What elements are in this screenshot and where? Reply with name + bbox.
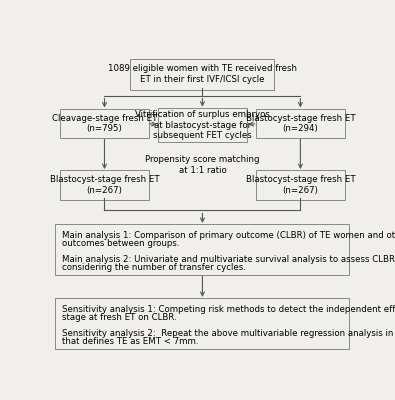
Text: Main analysis 2: Univariate and multivariate survival analysis to assess CLBR of: Main analysis 2: Univariate and multivar… xyxy=(62,256,395,264)
Text: that defines TE as EMT < 7mm.: that defines TE as EMT < 7mm. xyxy=(62,337,198,346)
Text: outcomes between groups.: outcomes between groups. xyxy=(62,240,179,248)
FancyBboxPatch shape xyxy=(55,224,350,275)
Text: Blastocyst-stage fresh ET
(n=294): Blastocyst-stage fresh ET (n=294) xyxy=(246,114,355,133)
FancyBboxPatch shape xyxy=(60,170,149,200)
FancyBboxPatch shape xyxy=(130,59,275,90)
Text: considering the number of transfer cycles.: considering the number of transfer cycle… xyxy=(62,264,246,272)
FancyBboxPatch shape xyxy=(256,170,345,200)
Text: 1089 eligible women with TE received fresh
ET in their first IVF/ICSI cycle: 1089 eligible women with TE received fre… xyxy=(108,64,297,84)
Text: Cleavage-stage fresh ET
(n=795): Cleavage-stage fresh ET (n=795) xyxy=(52,114,157,133)
Text: Sensitivity analysis 2:  Repeat the above multivariable regression analysis in a: Sensitivity analysis 2: Repeat the above… xyxy=(62,329,395,338)
Text: Main analysis 1: Comparison of primary outcome (CLBR) of TE women and other seco: Main analysis 1: Comparison of primary o… xyxy=(62,232,395,240)
Text: Blastocyst-stage fresh ET
(n=267): Blastocyst-stage fresh ET (n=267) xyxy=(50,175,159,195)
FancyBboxPatch shape xyxy=(256,109,345,138)
FancyBboxPatch shape xyxy=(60,109,149,138)
Text: Blastocyst-stage fresh ET
(n=267): Blastocyst-stage fresh ET (n=267) xyxy=(246,175,355,195)
Text: Vitrification of surplus embryos
at blastocyst-stage for
subsequent FET cycles: Vitrification of surplus embryos at blas… xyxy=(135,110,270,140)
FancyBboxPatch shape xyxy=(158,108,247,142)
Text: stage at fresh ET on CLBR.: stage at fresh ET on CLBR. xyxy=(62,313,177,322)
Text: Sensitivity analysis 1: Competing risk methods to detect the independent effect : Sensitivity analysis 1: Competing risk m… xyxy=(62,305,395,314)
FancyBboxPatch shape xyxy=(55,298,350,349)
Text: Propensity score matching
at 1:1 ratio: Propensity score matching at 1:1 ratio xyxy=(145,155,260,175)
